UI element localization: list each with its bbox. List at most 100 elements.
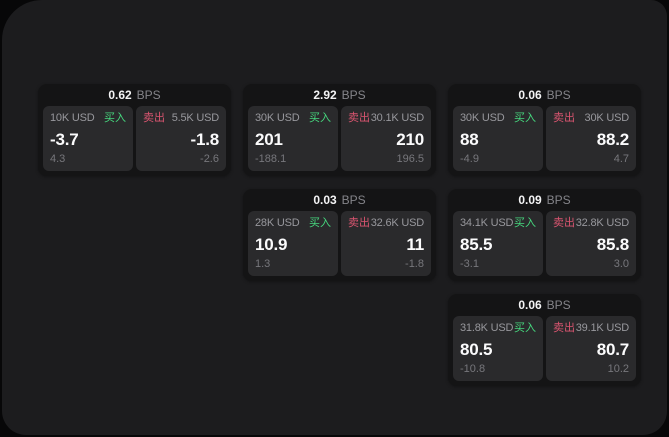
buy-delta: -188.1 xyxy=(255,153,287,165)
buy-amount: 31.8K USD xyxy=(460,322,514,334)
card-body: 34.1K USD 买入 85.5 -3.1 卖出 32.8K USD 85.8… xyxy=(448,211,641,276)
sell-price: 88.2 xyxy=(596,129,629,149)
sell-tag: 卖出 xyxy=(143,112,165,124)
buy-price: 88 xyxy=(460,129,479,149)
bps-unit-label: BPS xyxy=(546,298,571,312)
buy-tag: 买入 xyxy=(514,322,536,334)
buy-price: 10.9 xyxy=(255,234,288,254)
sell-delta: 4.7 xyxy=(613,153,629,165)
sell-panel[interactable]: 卖出 32.6K USD 11 -1.8 xyxy=(341,211,431,276)
sell-price: 11 xyxy=(406,234,424,254)
bps-unit-label: BPS xyxy=(546,88,571,102)
buy-delta: 1.3 xyxy=(255,258,271,270)
sell-amount: 30.1K USD xyxy=(370,112,424,124)
sell-panel[interactable]: 卖出 30K USD 88.2 4.7 xyxy=(546,106,636,171)
buy-panel[interactable]: 28K USD 买入 10.9 1.3 xyxy=(248,211,338,276)
sell-delta: 10.2 xyxy=(607,363,629,375)
card-body: 28K USD 买入 10.9 1.3 卖出 32.6K USD 11 -1.8 xyxy=(243,211,436,276)
bps-unit-label: BPS xyxy=(341,193,366,207)
sell-tag: 卖出 xyxy=(553,322,575,334)
sell-top-row: 卖出 32.8K USD xyxy=(553,218,629,229)
bps-value: 0.09 xyxy=(518,193,542,207)
sell-tag: 卖出 xyxy=(348,112,370,124)
sell-panel[interactable]: 卖出 5.5K USD -1.8 -2.6 xyxy=(136,106,226,171)
sell-delta: 3.0 xyxy=(613,258,629,270)
quote-card[interactable]: 0.06 BPS 31.8K USD 买入 80.5 -10.8 卖出 39.1… xyxy=(448,294,641,386)
sell-top-row: 卖出 32.6K USD xyxy=(348,218,424,229)
sell-amount: 39.1K USD xyxy=(575,322,629,334)
buy-panel[interactable]: 34.1K USD 买入 85.5 -3.1 xyxy=(453,211,543,276)
sell-price: 210 xyxy=(396,129,424,149)
buy-tag: 买入 xyxy=(309,112,331,124)
buy-delta: -4.9 xyxy=(460,153,479,165)
sell-price: 85.8 xyxy=(596,234,629,254)
buy-top-row: 28K USD 买入 xyxy=(255,218,331,229)
buy-price: -3.7 xyxy=(50,129,79,149)
buy-amount: 34.1K USD xyxy=(460,217,514,229)
buy-top-row: 31.8K USD 买入 xyxy=(460,323,536,334)
buy-delta: 4.3 xyxy=(50,153,66,165)
card-header: 0.06 BPS xyxy=(448,294,641,316)
buy-tag: 买入 xyxy=(309,217,331,229)
buy-amount: 30K USD xyxy=(460,112,505,124)
sell-top-row: 卖出 39.1K USD xyxy=(553,323,629,334)
sell-tag: 卖出 xyxy=(553,112,575,124)
bps-value: 0.06 xyxy=(518,88,542,102)
card-header: 0.62 BPS xyxy=(38,84,231,106)
card-header: 0.09 BPS xyxy=(448,189,641,211)
sell-tag: 卖出 xyxy=(348,217,370,229)
buy-amount: 28K USD xyxy=(255,217,300,229)
sell-amount: 32.8K USD xyxy=(575,217,629,229)
buy-panel[interactable]: 30K USD 买入 201 -188.1 xyxy=(248,106,338,171)
buy-price: 80.5 xyxy=(460,339,493,359)
buy-panel[interactable]: 31.8K USD 买入 80.5 -10.8 xyxy=(453,316,543,381)
sell-tag: 卖出 xyxy=(553,217,575,229)
bps-unit-label: BPS xyxy=(546,193,571,207)
buy-top-row: 30K USD 买入 xyxy=(460,113,536,124)
card-body: 30K USD 买入 88 -4.9 卖出 30K USD 88.2 4.7 xyxy=(448,106,641,171)
buy-price: 201 xyxy=(255,129,283,149)
buy-panel[interactable]: 10K USD 买入 -3.7 4.3 xyxy=(43,106,133,171)
buy-tag: 买入 xyxy=(514,217,536,229)
buy-tag: 买入 xyxy=(104,112,126,124)
quote-card[interactable]: 0.06 BPS 30K USD 买入 88 -4.9 卖出 30K USD 8… xyxy=(448,84,641,176)
sell-delta: 196.5 xyxy=(396,153,424,165)
buy-tag: 买入 xyxy=(514,112,536,124)
bps-value: 0.06 xyxy=(518,298,542,312)
quote-card[interactable]: 0.03 BPS 28K USD 买入 10.9 1.3 卖出 32.6K US… xyxy=(243,189,436,281)
bps-value: 0.03 xyxy=(313,193,337,207)
quote-card[interactable]: 0.62 BPS 10K USD 买入 -3.7 4.3 卖出 5.5K USD… xyxy=(38,84,231,176)
quote-card[interactable]: 0.09 BPS 34.1K USD 买入 85.5 -3.1 卖出 32.8K… xyxy=(448,189,641,281)
bps-value: 2.92 xyxy=(313,88,337,102)
quote-card[interactable]: 2.92 BPS 30K USD 买入 201 -188.1 卖出 30.1K … xyxy=(243,84,436,176)
sell-amount: 5.5K USD xyxy=(171,112,220,124)
sell-amount: 30K USD xyxy=(584,112,630,124)
card-header: 0.06 BPS xyxy=(448,84,641,106)
card-body: 30K USD 买入 201 -188.1 卖出 30.1K USD 210 1… xyxy=(243,106,436,171)
sell-price: 80.7 xyxy=(596,339,629,359)
sell-price: -1.8 xyxy=(190,129,220,149)
card-body: 31.8K USD 买入 80.5 -10.8 卖出 39.1K USD 80.… xyxy=(448,316,641,381)
buy-delta: -10.8 xyxy=(460,363,486,375)
buy-top-row: 10K USD 买入 xyxy=(50,113,126,124)
bps-unit-label: BPS xyxy=(136,88,161,102)
buy-panel[interactable]: 30K USD 买入 88 -4.9 xyxy=(453,106,543,171)
card-header: 0.03 BPS xyxy=(243,189,436,211)
sell-top-row: 卖出 5.5K USD xyxy=(143,113,219,124)
sell-panel[interactable]: 卖出 32.8K USD 85.8 3.0 xyxy=(546,211,636,276)
card-header: 2.92 BPS xyxy=(243,84,436,106)
sell-top-row: 卖出 30K USD xyxy=(553,113,629,124)
sell-delta: -2.6 xyxy=(200,153,219,165)
card-body: 10K USD 买入 -3.7 4.3 卖出 5.5K USD -1.8 -2.… xyxy=(38,106,231,171)
buy-amount: 10K USD xyxy=(50,112,95,124)
sell-panel[interactable]: 卖出 30.1K USD 210 196.5 xyxy=(341,106,431,171)
buy-price: 85.5 xyxy=(460,234,493,254)
sell-amount: 32.6K USD xyxy=(370,217,424,229)
bps-value: 0.62 xyxy=(108,88,132,102)
sell-delta: -1.8 xyxy=(405,258,424,270)
buy-top-row: 34.1K USD 买入 xyxy=(460,218,536,229)
sell-panel[interactable]: 卖出 39.1K USD 80.7 10.2 xyxy=(546,316,636,381)
buy-delta: -3.1 xyxy=(460,258,479,270)
